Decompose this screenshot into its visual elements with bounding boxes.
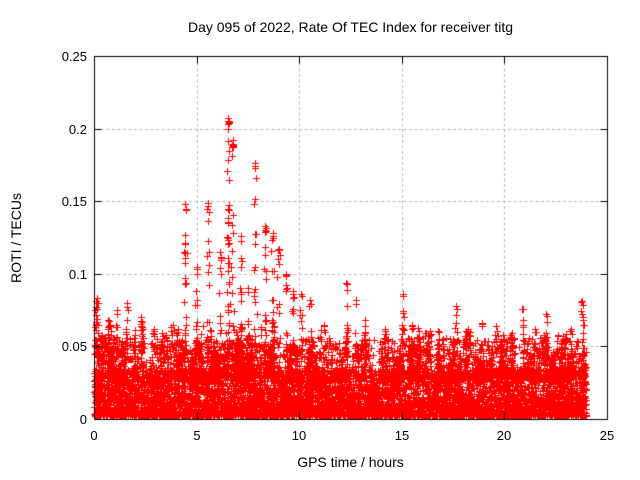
x-tick-label: 0 xyxy=(90,428,98,443)
x-tick-label: 15 xyxy=(394,428,410,443)
y-tick-label: 0 xyxy=(79,412,87,427)
x-tick-label: 20 xyxy=(496,428,512,443)
chart-title: Day 095 of 2022, Rate Of TEC Index for r… xyxy=(187,19,513,35)
x-tick-label: 5 xyxy=(193,428,201,443)
y-tick-label: 0.25 xyxy=(61,49,87,64)
x-tick-label: 25 xyxy=(599,428,615,443)
y-tick-label: 0.2 xyxy=(68,122,87,137)
y-axis-label: ROTI / TECUs xyxy=(8,193,24,283)
y-tick-label: 0.05 xyxy=(61,339,87,354)
y-tick-label: 0.15 xyxy=(61,194,87,209)
x-tick-label: 10 xyxy=(291,428,307,443)
x-axis-label: GPS time / hours xyxy=(297,454,404,470)
y-tick-label: 0.1 xyxy=(68,267,87,282)
